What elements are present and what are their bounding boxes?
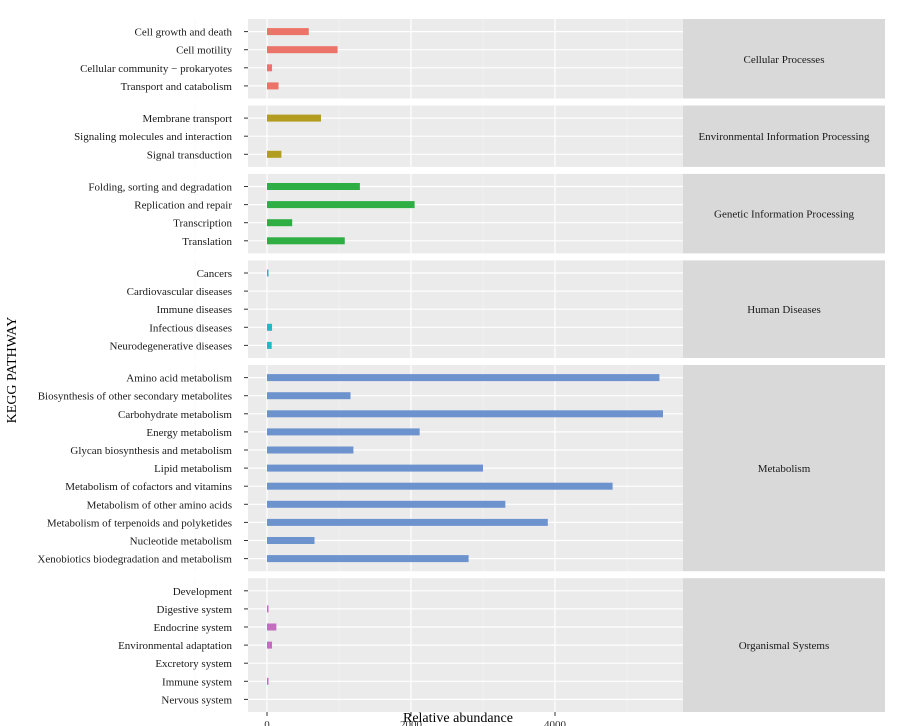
label-glycan-biosynthesis-and-metabolism: Glycan biosynthesis and metabolism [70,445,232,457]
strip-label-metabolism: Metabolism [758,463,811,475]
strip-human-diseases [683,260,885,358]
label-endocrine-system: Endocrine system [153,622,232,634]
x-tick-label: 0 [264,719,270,726]
category-labels: Cell growth and death Cell motility Cellul… [37,27,248,706]
strip-label-human-diseases: Human Diseases [747,304,821,316]
bar-amino-acid-metabolism [267,374,660,382]
bar-folding-sorting-and-degradation [267,183,360,190]
strip-organismal-systems [683,578,885,712]
bar-transport-and-catabolism [267,82,279,90]
label-signal-transduction: Signal transduction [147,149,233,161]
label-transcription: Transcription [173,218,232,230]
label-environmental-adaptation: Environmental adaptation [118,640,232,652]
label-nervous-system: Nervous system [161,694,232,706]
panel-cellular-processes [248,19,683,99]
label-folding-sorting-and-degradation: Folding, sorting and degradation [88,182,232,194]
bar-lipid-metabolism [267,464,483,472]
bar-cell-motility [267,46,338,54]
y-axis-title: KEGG PATHWAY [5,317,20,424]
label-digestive-system: Digestive system [157,604,233,616]
bar-cellular-community-prokaryotes [267,64,273,72]
label-replication-and-repair: Replication and repair [134,200,232,212]
bar-immune-system [267,677,269,685]
x-tick-label: 4000 [544,719,567,726]
label-signaling-molecules-and-interaction: Signaling molecules and interaction [74,131,232,143]
bar-cancers [267,269,269,277]
bar-replication-and-repair [267,201,415,209]
label-lipid-metabolism: Lipid metabolism [154,463,232,475]
label-amino-acid-metabolism: Amino acid metabolism [126,373,232,385]
label-metabolism-of-terpenoids-and-polyketides: Metabolism of terpenoids and polyketides [47,517,232,529]
bar-nucleotide-metabolism [267,537,315,544]
label-cell-growth-and-death: Cell growth and death [135,27,233,39]
bar-metabolism-of-terpenoids-and-polyketides [267,518,548,526]
label-immune-diseases: Immune diseases [157,304,232,316]
bar-biosynthesis-of-other-secondary-metabolites [267,392,351,400]
bar-carbohydrate-metabolism [267,410,663,418]
bar-glycan-biosynthesis-and-metabolism [267,446,354,454]
bar-transcription [267,219,293,227]
label-transport-and-catabolism: Transport and catabolism [121,81,233,93]
chart-bars [267,28,663,685]
strip-genetic-information-processing [683,173,885,254]
bar-signal-transduction [267,150,282,158]
bar-translation [267,237,345,245]
label-energy-metabolism: Energy metabolism [146,427,232,439]
label-translation: Translation [182,236,232,248]
label-xenobiotics-biodegradation-and-metabolism: Xenobiotics biodegradation and metabolis… [37,554,232,566]
x-axis: 0 2000 4000 [264,712,567,726]
bar-environmental-adaptation [267,641,273,649]
bar-metabolism-of-other-amino-acids [267,500,506,508]
label-cellular-community-prokaryotes: Cellular community − prokaryotes [80,63,232,75]
label-neurodegenerative-diseases: Neurodegenerative diseases [110,340,232,352]
strip-metabolism [683,365,885,572]
label-carbohydrate-metabolism: Carbohydrate metabolism [118,409,232,421]
bar-cell-growth-and-death [267,28,309,36]
x-axis-title: Relative abundance [403,711,513,726]
label-immune-system: Immune system [162,676,232,688]
label-cancers: Cancers [197,268,232,280]
strip-label-cellular-processes: Cellular Processes [744,54,825,66]
chart-panels [248,19,683,712]
strip-cellular-processes [683,19,885,99]
label-membrane-transport: Membrane transport [143,113,233,125]
strip-environmental-information-processing [683,105,885,167]
bar-energy-metabolism [267,428,420,436]
label-metabolism-of-cofactors-and-vitamins: Metabolism of cofactors and vitamins [65,481,232,493]
label-biosynthesis-of-other-secondary-metabolites: Biosynthesis of other secondary metaboli… [38,391,232,403]
label-nucleotide-metabolism: Nucleotide metabolism [130,536,233,548]
label-metabolism-of-other-amino-acids: Metabolism of other amino acids [87,499,232,511]
bar-infectious-diseases [267,323,273,331]
bar-digestive-system [267,605,269,613]
bar-membrane-transport [267,114,321,122]
label-cardiovascular-diseases: Cardiovascular diseases [127,286,232,298]
label-infectious-diseases: Infectious diseases [149,322,232,334]
label-development: Development [173,586,232,598]
group-strips: Cellular Processes Environmental Informat… [683,19,885,712]
label-excretory-system: Excretory system [155,658,232,670]
bar-metabolism-of-cofactors-and-vitamins [267,482,613,490]
x-tick-label: 2000 [400,719,423,726]
bar-xenobiotics-biodegradation-and-metabolism [267,555,469,563]
bar-endocrine-system [267,623,277,631]
label-cell-motility: Cell motility [176,45,232,57]
strip-label-environmental-information-processing: Environmental Information Processing [698,131,870,143]
bar-neurodegenerative-diseases [267,341,272,349]
strip-label-organismal-systems: Organismal Systems [739,640,830,652]
strip-label-genetic-information-processing: Genetic Information Processing [714,209,854,221]
